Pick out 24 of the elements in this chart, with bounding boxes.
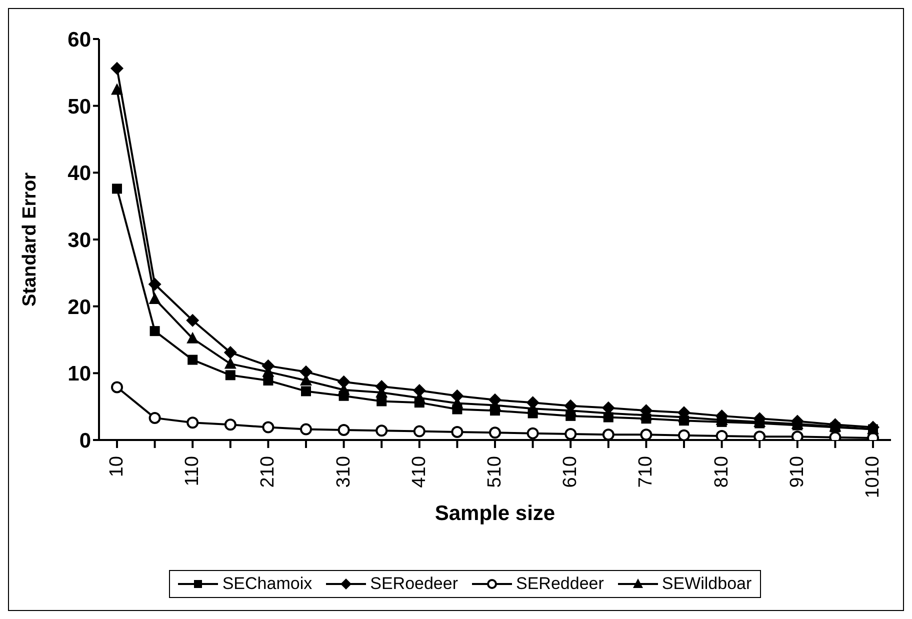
x-tick-label: 910 — [786, 456, 808, 488]
x-tick-label: 1010 — [862, 456, 884, 498]
x-axis-title: Sample size — [434, 502, 556, 525]
y-tick-label: 50 — [68, 95, 91, 118]
legend-label: SERoedeer — [370, 574, 458, 594]
y-tick-label: 0 — [79, 429, 91, 452]
legend-label: SEChamoix — [222, 574, 312, 594]
legend-label: SEWildboar — [662, 574, 752, 594]
x-tick-label: 310 — [333, 456, 354, 488]
x-tick-label: 510 — [484, 456, 506, 488]
y-tick-label: 20 — [68, 296, 91, 319]
y-tick-label: 10 — [68, 362, 91, 386]
legend-label: SEReddeer — [516, 574, 604, 594]
y-tick-label: 40 — [68, 162, 91, 186]
x-tick-label: 810 — [711, 456, 732, 488]
x-tick-label: 610 — [560, 456, 582, 488]
y-tick-label: 60 — [68, 28, 91, 52]
y-tick-label: 30 — [68, 228, 91, 252]
x-tick-label: 10 — [106, 456, 128, 478]
x-tick-label: 110 — [182, 456, 204, 486]
x-tick-label: 210 — [258, 456, 279, 488]
x-tick-label: 710 — [636, 456, 657, 488]
x-tick-label: 410 — [408, 456, 430, 488]
y-axis-title: Standard Error — [20, 172, 41, 307]
